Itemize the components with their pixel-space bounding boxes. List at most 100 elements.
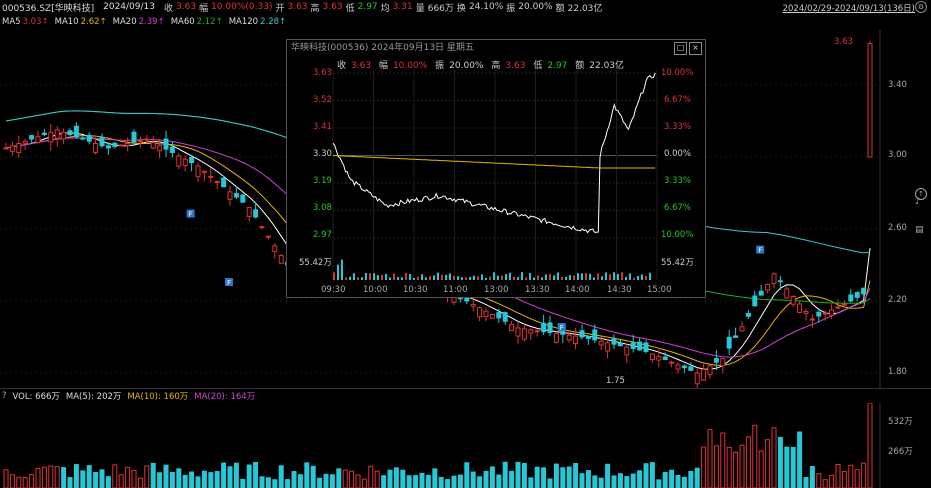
volume-bar bbox=[425, 474, 431, 488]
volume-bar bbox=[790, 446, 796, 488]
side-sound-icon[interactable]: ♪ bbox=[915, 197, 921, 207]
volume-bar bbox=[99, 469, 105, 488]
restore-icon[interactable]: □ bbox=[674, 42, 687, 55]
popup-volume-bar bbox=[445, 274, 447, 280]
side-up-arrow-icon[interactable]: ↑ bbox=[915, 188, 927, 200]
popup-volume-bar bbox=[481, 274, 483, 280]
help-icon[interactable]: ? bbox=[2, 391, 7, 401]
ma120-value: 2.28↑ bbox=[260, 17, 287, 27]
volume-bar bbox=[451, 475, 457, 488]
candle-body bbox=[598, 340, 604, 346]
popup-time-tick-3: 11:00 bbox=[443, 285, 468, 295]
volume-bar bbox=[771, 427, 777, 488]
candle-body bbox=[566, 334, 572, 341]
volume-bar bbox=[22, 476, 28, 488]
popup-volume-bar bbox=[593, 277, 595, 280]
volume-label: 量 bbox=[415, 3, 425, 14]
volume-bar bbox=[259, 476, 265, 488]
popup-left-tick-2: 3.41 bbox=[313, 122, 332, 132]
volume-bar bbox=[176, 468, 182, 488]
candle-body bbox=[112, 142, 118, 148]
candle-body bbox=[848, 294, 854, 302]
volume-bar bbox=[669, 469, 675, 488]
date-range[interactable]: 2024/02/29-2024/09/13(136日) bbox=[782, 4, 915, 14]
popup-left-tick-6: 2.97 bbox=[313, 230, 332, 240]
close-icon[interactable]: × bbox=[689, 42, 702, 55]
popup-time-tick-8: 15:00 bbox=[647, 285, 672, 295]
avg-label: 均 bbox=[380, 3, 390, 14]
volume-bar bbox=[144, 465, 150, 488]
candle-body bbox=[278, 254, 284, 264]
popup-time-tick-7: 14:30 bbox=[607, 285, 632, 295]
volume-bar bbox=[579, 473, 585, 488]
volume-bar bbox=[816, 473, 822, 488]
popup-left-tick-3: 3.30 bbox=[313, 149, 332, 159]
popup-volume-bar bbox=[513, 276, 515, 280]
volume-bar bbox=[86, 465, 92, 488]
popup-volume-bar bbox=[429, 276, 431, 280]
ma5-label: MA5 bbox=[2, 17, 21, 27]
volume-bar bbox=[297, 474, 303, 488]
volume-bar bbox=[573, 463, 579, 488]
candle-body bbox=[739, 326, 745, 332]
candle-body bbox=[477, 307, 483, 318]
avg-value: 3.31 bbox=[392, 2, 413, 12]
volume-bar bbox=[157, 472, 163, 488]
settings-icon[interactable]: ⚙ bbox=[915, 1, 927, 13]
popup-volume-bar bbox=[393, 273, 395, 280]
popup-volume-bar bbox=[337, 264, 339, 280]
popup-volume-bar bbox=[621, 272, 623, 280]
turnover-value: 24.10% bbox=[468, 2, 504, 12]
candle-body bbox=[214, 181, 220, 184]
candle-body bbox=[67, 130, 73, 135]
candle-body bbox=[681, 365, 687, 369]
axis-tick-260: 2.60 bbox=[888, 223, 907, 233]
intraday-popup[interactable]: 华映科技(000536) 2024年09月13日 星期五 □ × 收 3.63 幅… bbox=[286, 39, 706, 298]
ma60-value: 2.12↑ bbox=[196, 17, 223, 27]
volume-value: 666万 bbox=[427, 3, 454, 14]
f-marker-letter: F bbox=[560, 324, 564, 332]
volume-bar bbox=[285, 479, 291, 488]
popup-right-tick-6: 10.00% bbox=[661, 230, 694, 240]
volume-bar bbox=[470, 471, 476, 488]
candle-body bbox=[867, 43, 873, 158]
popup-volume-bar bbox=[549, 274, 551, 280]
ma10-label: MA10 bbox=[54, 17, 79, 27]
stock-code[interactable]: 000536.SZ[华映科技] bbox=[2, 3, 95, 14]
popup-volume-bar bbox=[385, 273, 387, 280]
candle-body bbox=[521, 328, 527, 340]
popup-volume-bar bbox=[565, 276, 567, 280]
volume-bar bbox=[752, 424, 758, 488]
axis-tick-300: 3.00 bbox=[888, 150, 907, 160]
volume-bar bbox=[182, 474, 188, 488]
candle-body bbox=[553, 332, 559, 343]
volume-bar bbox=[278, 465, 284, 488]
volume-bar bbox=[515, 461, 521, 488]
vol-ma5: MA(5): 202万 bbox=[65, 392, 122, 402]
candle-body bbox=[125, 143, 131, 146]
volume-bar bbox=[67, 477, 73, 488]
popup-amount-value: 22.03亿 bbox=[589, 61, 625, 71]
candle-body bbox=[765, 284, 771, 291]
popup-right-tick-0: 10.00% bbox=[661, 68, 694, 78]
candle-body bbox=[73, 125, 79, 138]
volume-bar bbox=[713, 445, 719, 488]
candle-body bbox=[163, 138, 169, 150]
popup-volume-bar bbox=[453, 275, 455, 280]
volume-chart[interactable] bbox=[0, 403, 931, 488]
candle-body bbox=[579, 330, 585, 338]
volume-bar bbox=[265, 477, 271, 488]
volume-bar bbox=[208, 472, 214, 488]
popup-volume-bar bbox=[353, 273, 355, 280]
candle-body bbox=[265, 235, 271, 238]
side-chart-icon[interactable]: ▤ bbox=[915, 225, 924, 235]
volume-bar bbox=[835, 463, 841, 488]
volume-bar bbox=[521, 463, 527, 488]
popup-time-tick-2: 10:30 bbox=[403, 285, 428, 295]
volume-bar bbox=[272, 479, 278, 488]
popup-stats: 收 3.63 幅 10.00% 振 20.00% 高 3.63 低 2.97 额 22.03… bbox=[337, 58, 629, 71]
popup-volume-bar bbox=[437, 272, 439, 280]
popup-avg-line bbox=[332, 155, 656, 169]
open-label: 开 bbox=[275, 3, 285, 14]
volume-bar bbox=[726, 446, 732, 488]
